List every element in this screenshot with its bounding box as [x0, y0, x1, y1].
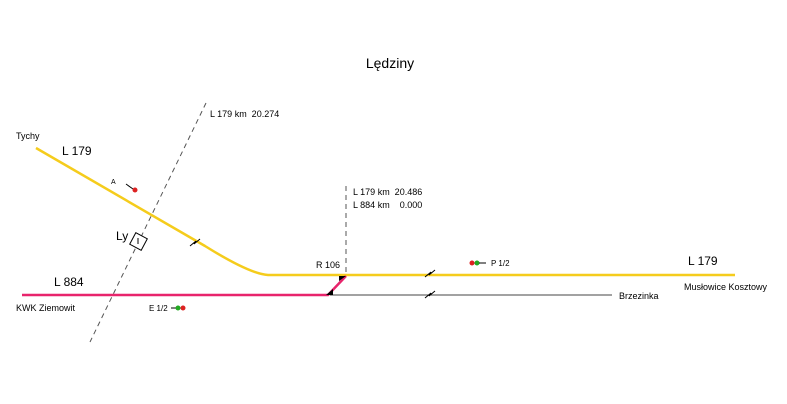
signal-p12: [469, 260, 486, 266]
line-label: L 884: [54, 275, 84, 289]
signal-label: P 1/2: [491, 259, 510, 268]
signal-label: E 1/2: [149, 304, 168, 313]
line-label: L 179: [688, 254, 718, 268]
track-l179: [35, 146, 735, 277]
station-label: Musłowice Kosztowy: [684, 282, 768, 292]
switch-label: R 106: [316, 260, 340, 270]
boundary-line: [89, 102, 207, 343]
electric-symbol: [424, 269, 436, 278]
electric-symbol: [189, 238, 201, 247]
signal-label: A: [111, 179, 116, 186]
signal-a: [125, 183, 138, 193]
km-label: L 179 km 20.274: [210, 109, 279, 119]
title: Lędziny: [366, 55, 414, 71]
line-label: L 179: [62, 144, 92, 158]
switch-marker: [339, 276, 346, 281]
electric-symbol: [424, 290, 436, 299]
km-label: L 884 km 0.000: [353, 200, 422, 210]
station-label: Tychy: [16, 131, 40, 141]
km-label: L 179 km 20.486: [353, 187, 422, 197]
station-label: Brzezinka: [619, 291, 659, 301]
signal-e12: [171, 305, 186, 311]
ly-label: Ly: [116, 229, 128, 243]
switch-marker: [326, 289, 333, 295]
station-label: KWK Ziemowit: [16, 303, 76, 313]
